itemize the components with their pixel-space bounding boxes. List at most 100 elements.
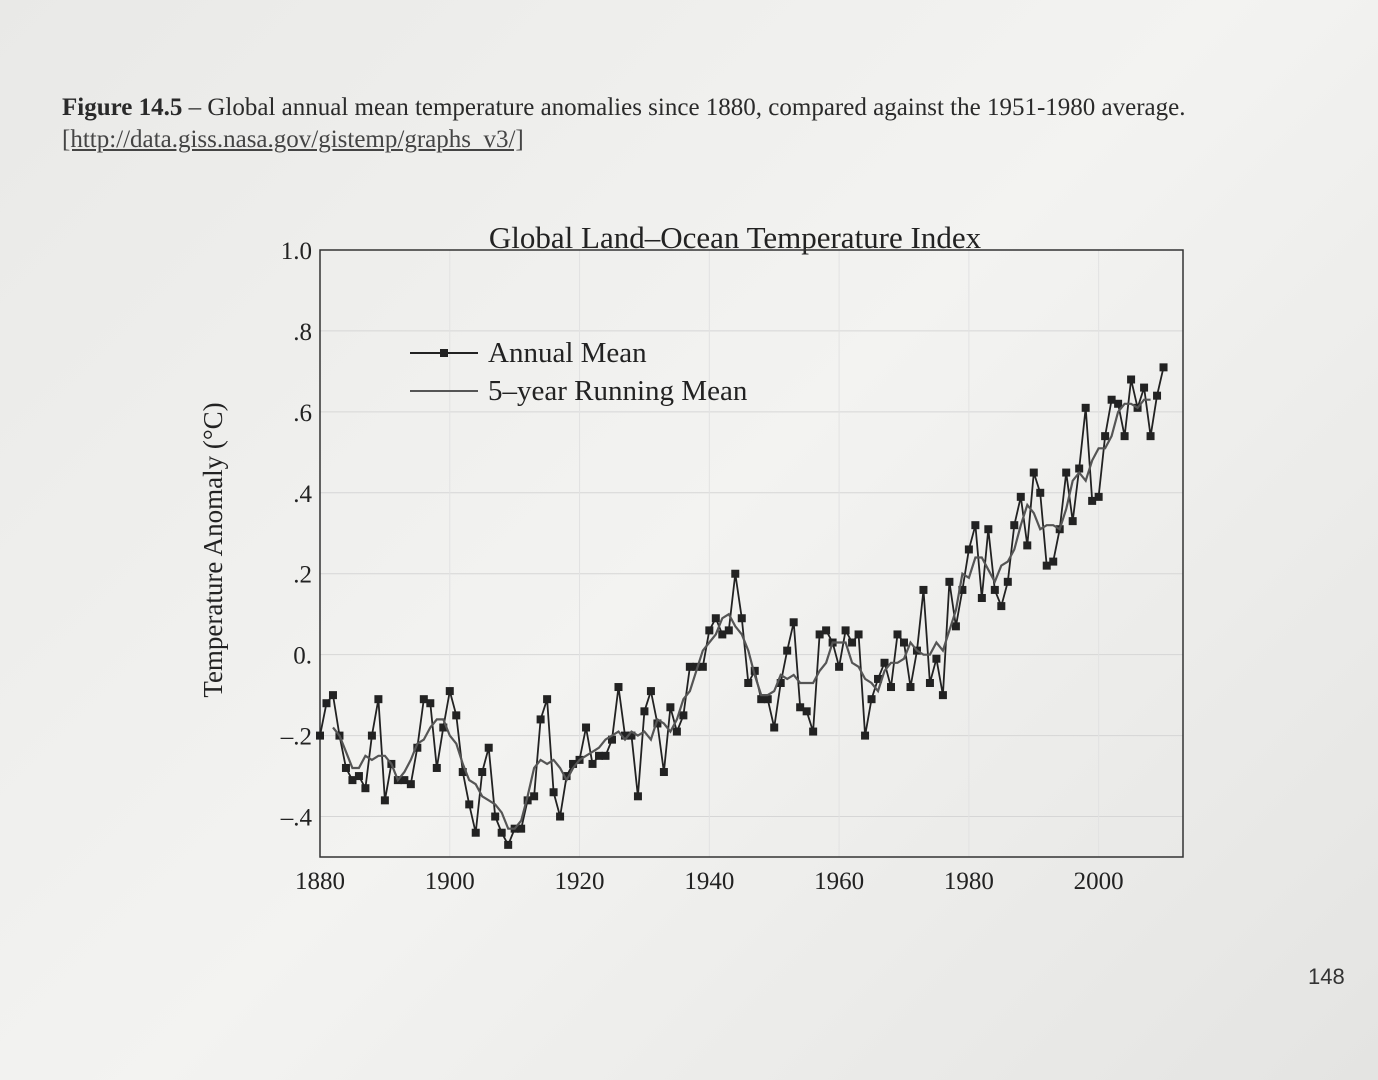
- data-point: [316, 731, 324, 740]
- data-point: [945, 577, 954, 586]
- data-point: [841, 626, 850, 635]
- data-point: [672, 727, 681, 736]
- data-point: [666, 703, 675, 712]
- data-point: [1049, 557, 1058, 566]
- data-point: [718, 630, 727, 639]
- data-point: [582, 723, 591, 732]
- data-point: [426, 699, 435, 708]
- series-line: [332, 398, 1151, 830]
- data-point: [990, 585, 999, 594]
- data-point: [737, 614, 746, 623]
- data-point: [744, 678, 753, 687]
- data-point: [951, 622, 960, 631]
- data-point: [458, 768, 467, 777]
- data-point: [341, 763, 350, 772]
- x-tick-label: 2000: [1074, 868, 1124, 895]
- data-point: [504, 840, 513, 849]
- legend-label: Annual Mean: [488, 337, 647, 369]
- data-point: [848, 638, 857, 647]
- data-point: [322, 699, 331, 708]
- data-point: [835, 662, 844, 671]
- data-point: [997, 602, 1006, 611]
- legend-label: 5–year Running Mean: [488, 375, 748, 407]
- data-point: [543, 695, 552, 704]
- data-point: [484, 743, 493, 752]
- caption-link: [http://data.giss.nasa.gov/gistemp/graph…: [62, 126, 524, 153]
- data-point: [367, 731, 376, 740]
- data-point: [977, 594, 986, 603]
- data-point: [627, 731, 636, 740]
- data-point: [906, 683, 915, 692]
- data-point: [588, 759, 597, 768]
- data-point: [925, 678, 934, 687]
- data-point: [893, 630, 902, 639]
- plot-frame: [319, 249, 1184, 858]
- data-point: [679, 711, 688, 720]
- data-point: [1140, 383, 1149, 392]
- data-point: [1003, 577, 1012, 586]
- y-tick-label: 0.: [293, 643, 312, 670]
- data-point: [419, 695, 428, 704]
- x-tick-label: 1940: [684, 868, 734, 895]
- caption-text: – Global annual mean temperature anomali…: [182, 94, 1186, 121]
- series-line: [319, 367, 1165, 848]
- data-point: [874, 674, 883, 683]
- data-point: [361, 784, 370, 793]
- data-point: [640, 707, 649, 716]
- data-point: [646, 687, 655, 696]
- data-point: [406, 780, 415, 789]
- data-point: [1153, 391, 1162, 400]
- data-point: [653, 719, 662, 728]
- data-point: [478, 768, 487, 777]
- data-point: [763, 695, 772, 704]
- data-point: [802, 707, 811, 716]
- data-point: [549, 788, 558, 797]
- data-point: [887, 683, 896, 692]
- data-point: [556, 812, 565, 821]
- data-point: [607, 735, 616, 744]
- y-axis-label: Temperature Anomaly (°C): [198, 402, 228, 697]
- data-point: [354, 772, 363, 781]
- data-point: [861, 731, 870, 740]
- data-point: [776, 678, 785, 687]
- data-point: [796, 703, 805, 712]
- data-point: [1120, 432, 1129, 441]
- data-point: [692, 662, 701, 671]
- data-point: [964, 545, 973, 554]
- y-tick-label: .6: [293, 400, 312, 427]
- data-point: [757, 695, 766, 704]
- caption: Figure 14.5 – Global annual mean tempera…: [62, 92, 1262, 156]
- data-point: [432, 763, 441, 772]
- data-point: [984, 525, 993, 534]
- data-point: [1036, 488, 1045, 497]
- y-tick-label: 1.0: [281, 238, 312, 265]
- data-point: [705, 626, 714, 635]
- data-point: [1042, 561, 1051, 570]
- data-point: [685, 662, 694, 671]
- data-point: [659, 768, 668, 777]
- data-point: [380, 796, 389, 805]
- data-point: [497, 828, 506, 837]
- data-point: [620, 731, 629, 740]
- data-point: [867, 695, 876, 704]
- data-point: [633, 792, 642, 801]
- data-point: [783, 646, 792, 655]
- data-point: [400, 776, 409, 785]
- data-point: [601, 751, 610, 760]
- y-tick-label: .2: [293, 562, 312, 589]
- x-tick-label: 1980: [944, 868, 994, 895]
- data-point: [374, 695, 383, 704]
- data-point: [1081, 403, 1090, 412]
- data-point: [854, 630, 863, 639]
- page-number: 148: [1308, 964, 1345, 989]
- data-point: [1075, 464, 1084, 473]
- data-point: [491, 812, 500, 821]
- data-point: [1159, 363, 1168, 372]
- x-tick-label: 1960: [814, 868, 864, 895]
- data-point: [880, 658, 889, 667]
- y-tick-label: –.2: [280, 724, 312, 751]
- data-point: [770, 723, 779, 732]
- data-point: [1088, 496, 1097, 505]
- data-point: [1029, 468, 1038, 477]
